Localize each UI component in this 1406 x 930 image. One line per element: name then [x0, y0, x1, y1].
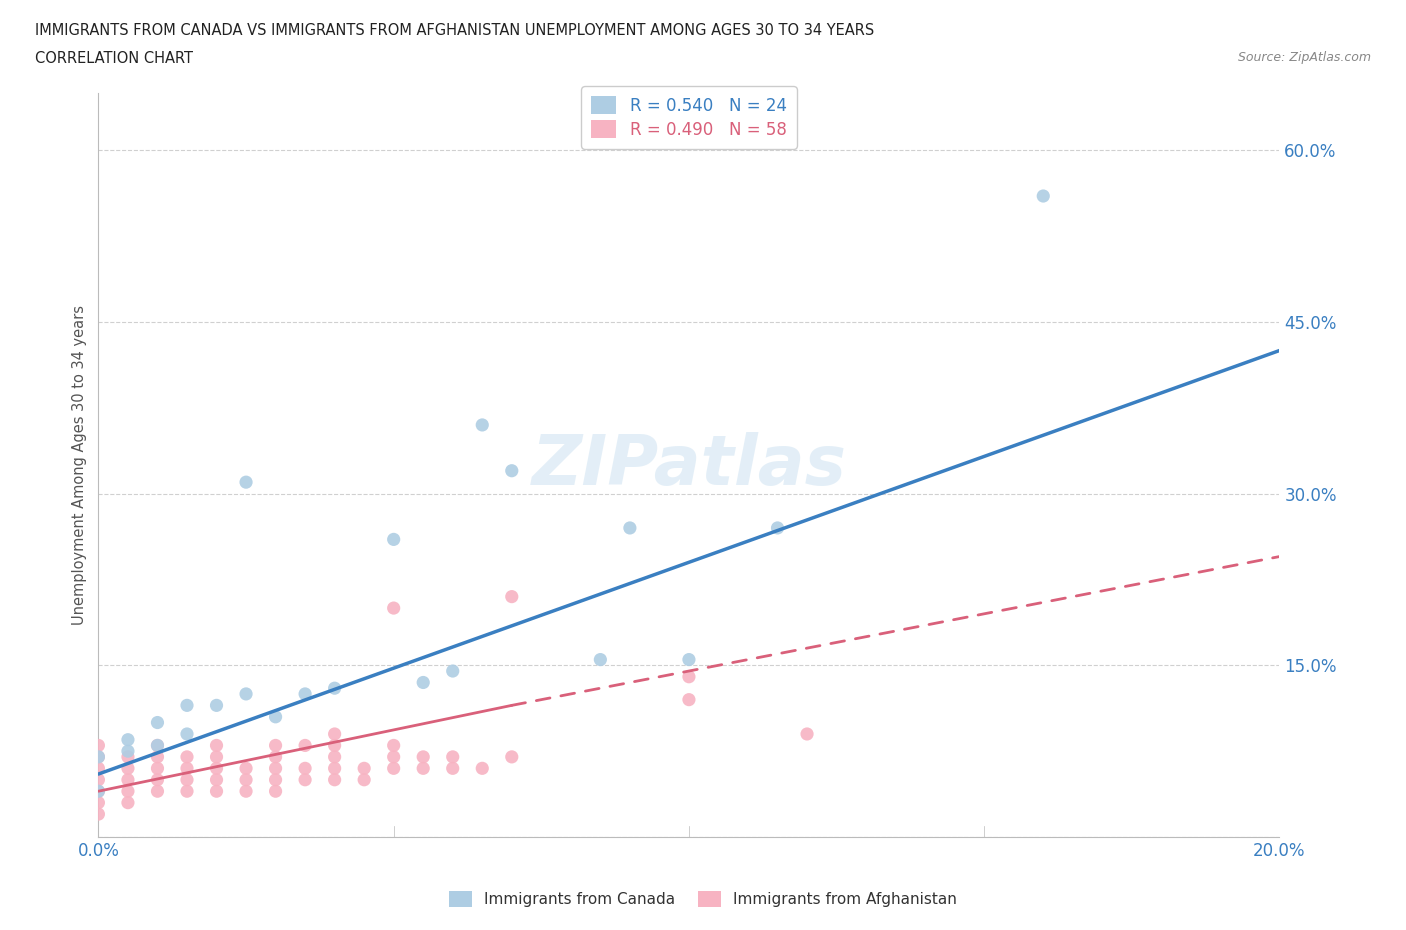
Point: [176, 772, 198, 787]
Text: IMMIGRANTS FROM CANADA VS IMMIGRANTS FROM AFGHANISTAN UNEMPLOYMENT AMONG AGES 30: IMMIGRANTS FROM CANADA VS IMMIGRANTS FRO…: [35, 23, 875, 38]
Point: [235, 784, 257, 799]
Point: [382, 761, 405, 776]
Point: [323, 681, 346, 696]
Point: [1032, 189, 1054, 204]
Point: [294, 686, 316, 701]
Point: [176, 784, 198, 799]
Point: [117, 750, 139, 764]
Point: [176, 698, 198, 712]
Point: [323, 772, 346, 787]
Point: [205, 772, 228, 787]
Point: [796, 726, 818, 741]
Point: [382, 601, 405, 616]
Point: [87, 761, 110, 776]
Point: [117, 744, 139, 759]
Point: [382, 738, 405, 753]
Point: [146, 738, 169, 753]
Point: [264, 772, 287, 787]
Point: [766, 521, 789, 536]
Point: [87, 784, 110, 799]
Point: [117, 732, 139, 747]
Point: [678, 692, 700, 707]
Point: [176, 726, 198, 741]
Point: [235, 761, 257, 776]
Point: [412, 750, 434, 764]
Point: [146, 772, 169, 787]
Point: [323, 726, 346, 741]
Point: [471, 761, 494, 776]
Point: [323, 750, 346, 764]
Point: [412, 761, 434, 776]
Point: [117, 784, 139, 799]
Point: [205, 784, 228, 799]
Point: [264, 750, 287, 764]
Point: [294, 772, 316, 787]
Point: [205, 698, 228, 712]
Point: [87, 784, 110, 799]
Point: [87, 750, 110, 764]
Point: [176, 761, 198, 776]
Point: [117, 761, 139, 776]
Point: [294, 761, 316, 776]
Point: [205, 750, 228, 764]
Point: [176, 750, 198, 764]
Point: [382, 532, 405, 547]
Point: [264, 710, 287, 724]
Point: [264, 784, 287, 799]
Point: [294, 738, 316, 753]
Point: [471, 418, 494, 432]
Point: [146, 738, 169, 753]
Point: [264, 738, 287, 753]
Point: [353, 761, 375, 776]
Y-axis label: Unemployment Among Ages 30 to 34 years: Unemployment Among Ages 30 to 34 years: [72, 305, 87, 625]
Point: [87, 750, 110, 764]
Text: Source: ZipAtlas.com: Source: ZipAtlas.com: [1237, 51, 1371, 64]
Point: [205, 738, 228, 753]
Point: [235, 772, 257, 787]
Point: [323, 761, 346, 776]
Point: [323, 738, 346, 753]
Point: [146, 750, 169, 764]
Text: CORRELATION CHART: CORRELATION CHART: [35, 51, 193, 66]
Point: [353, 772, 375, 787]
Point: [501, 463, 523, 478]
Point: [501, 590, 523, 604]
Point: [412, 675, 434, 690]
Point: [87, 738, 110, 753]
Point: [117, 795, 139, 810]
Point: [117, 772, 139, 787]
Point: [87, 806, 110, 821]
Point: [441, 761, 464, 776]
Point: [146, 761, 169, 776]
Point: [441, 664, 464, 679]
Text: ZIPatlas: ZIPatlas: [531, 432, 846, 498]
Point: [619, 521, 641, 536]
Point: [87, 795, 110, 810]
Point: [441, 750, 464, 764]
Point: [87, 772, 110, 787]
Point: [678, 652, 700, 667]
Point: [205, 761, 228, 776]
Legend: R = 0.540   N = 24, R = 0.490   N = 58: R = 0.540 N = 24, R = 0.490 N = 58: [581, 86, 797, 149]
Point: [235, 686, 257, 701]
Point: [146, 784, 169, 799]
Point: [501, 750, 523, 764]
Legend: Immigrants from Canada, Immigrants from Afghanistan: Immigrants from Canada, Immigrants from …: [443, 884, 963, 913]
Point: [146, 715, 169, 730]
Point: [382, 750, 405, 764]
Point: [235, 474, 257, 489]
Point: [678, 670, 700, 684]
Point: [264, 761, 287, 776]
Point: [589, 652, 612, 667]
